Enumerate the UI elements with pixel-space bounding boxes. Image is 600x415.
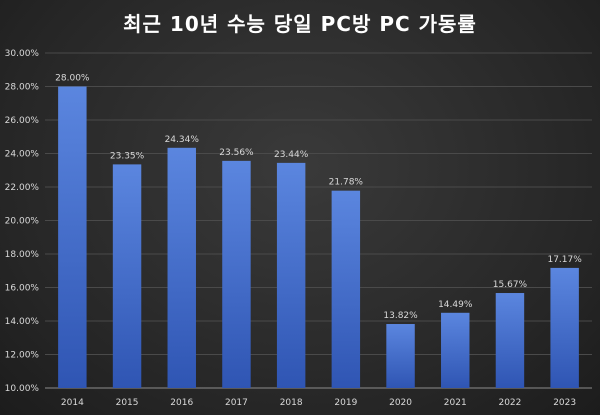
data-label: 28.00% [55,74,90,84]
x-tick-label: 2019 [334,398,357,408]
data-label: 13.82% [383,311,418,321]
x-tick-label: 2015 [116,398,139,408]
data-label: 23.44% [274,150,309,160]
x-tick-label: 2022 [498,398,521,408]
x-tick-label: 2014 [61,398,84,408]
data-labels: 28.00% 23.35% 24.34% 23.56% 23.44% 21.78% 13.8… [55,74,582,322]
y-tick-label: 14.00% [5,317,40,327]
x-tick-label: 2020 [389,398,412,408]
chart-title: 최근 10년 수능 당일 PC방 PC 가동률 [123,12,477,36]
bar [495,293,525,388]
data-label: 14.49% [438,300,473,310]
x-tick-label: 2018 [280,398,303,408]
y-tick-label: 30.00% [5,49,40,59]
y-tick-label: 16.00% [5,284,40,294]
x-tick-label: 2017 [225,398,248,408]
bar [58,86,87,388]
data-label: 17.17% [547,255,582,265]
bar [112,164,142,388]
y-tick-label: 24.00% [5,150,40,160]
y-tick-label: 28.00% [5,83,40,93]
bar [550,267,579,388]
y-axis-ticks: 10.00% 12.00% 14.00% 16.00% 18.00% 20.00% 22.0… [5,49,40,394]
data-label: 15.67% [493,280,528,290]
bar [276,162,306,388]
x-axis-ticks: 2014 2015 2016 2017 2018 2019 2020 2021 2022 2023 [61,398,576,408]
bar [167,147,196,388]
y-tick-label: 10.00% [5,384,40,394]
data-label: 24.34% [165,135,200,145]
y-tick-label: 26.00% [5,116,40,126]
x-tick-label: 2023 [553,398,576,408]
y-tick-label: 22.00% [5,183,40,193]
y-tick-label: 12.00% [5,351,40,361]
bar [386,324,415,388]
data-label: 23.35% [110,151,145,161]
bar [441,312,470,388]
bars [58,86,579,388]
data-label: 23.56% [219,148,254,158]
x-tick-label: 2016 [170,398,193,408]
bar [331,190,361,388]
x-tick-label: 2021 [444,398,467,408]
y-tick-label: 18.00% [5,250,40,260]
bar [222,160,251,388]
data-label: 21.78% [329,178,364,188]
y-tick-label: 20.00% [5,217,40,227]
